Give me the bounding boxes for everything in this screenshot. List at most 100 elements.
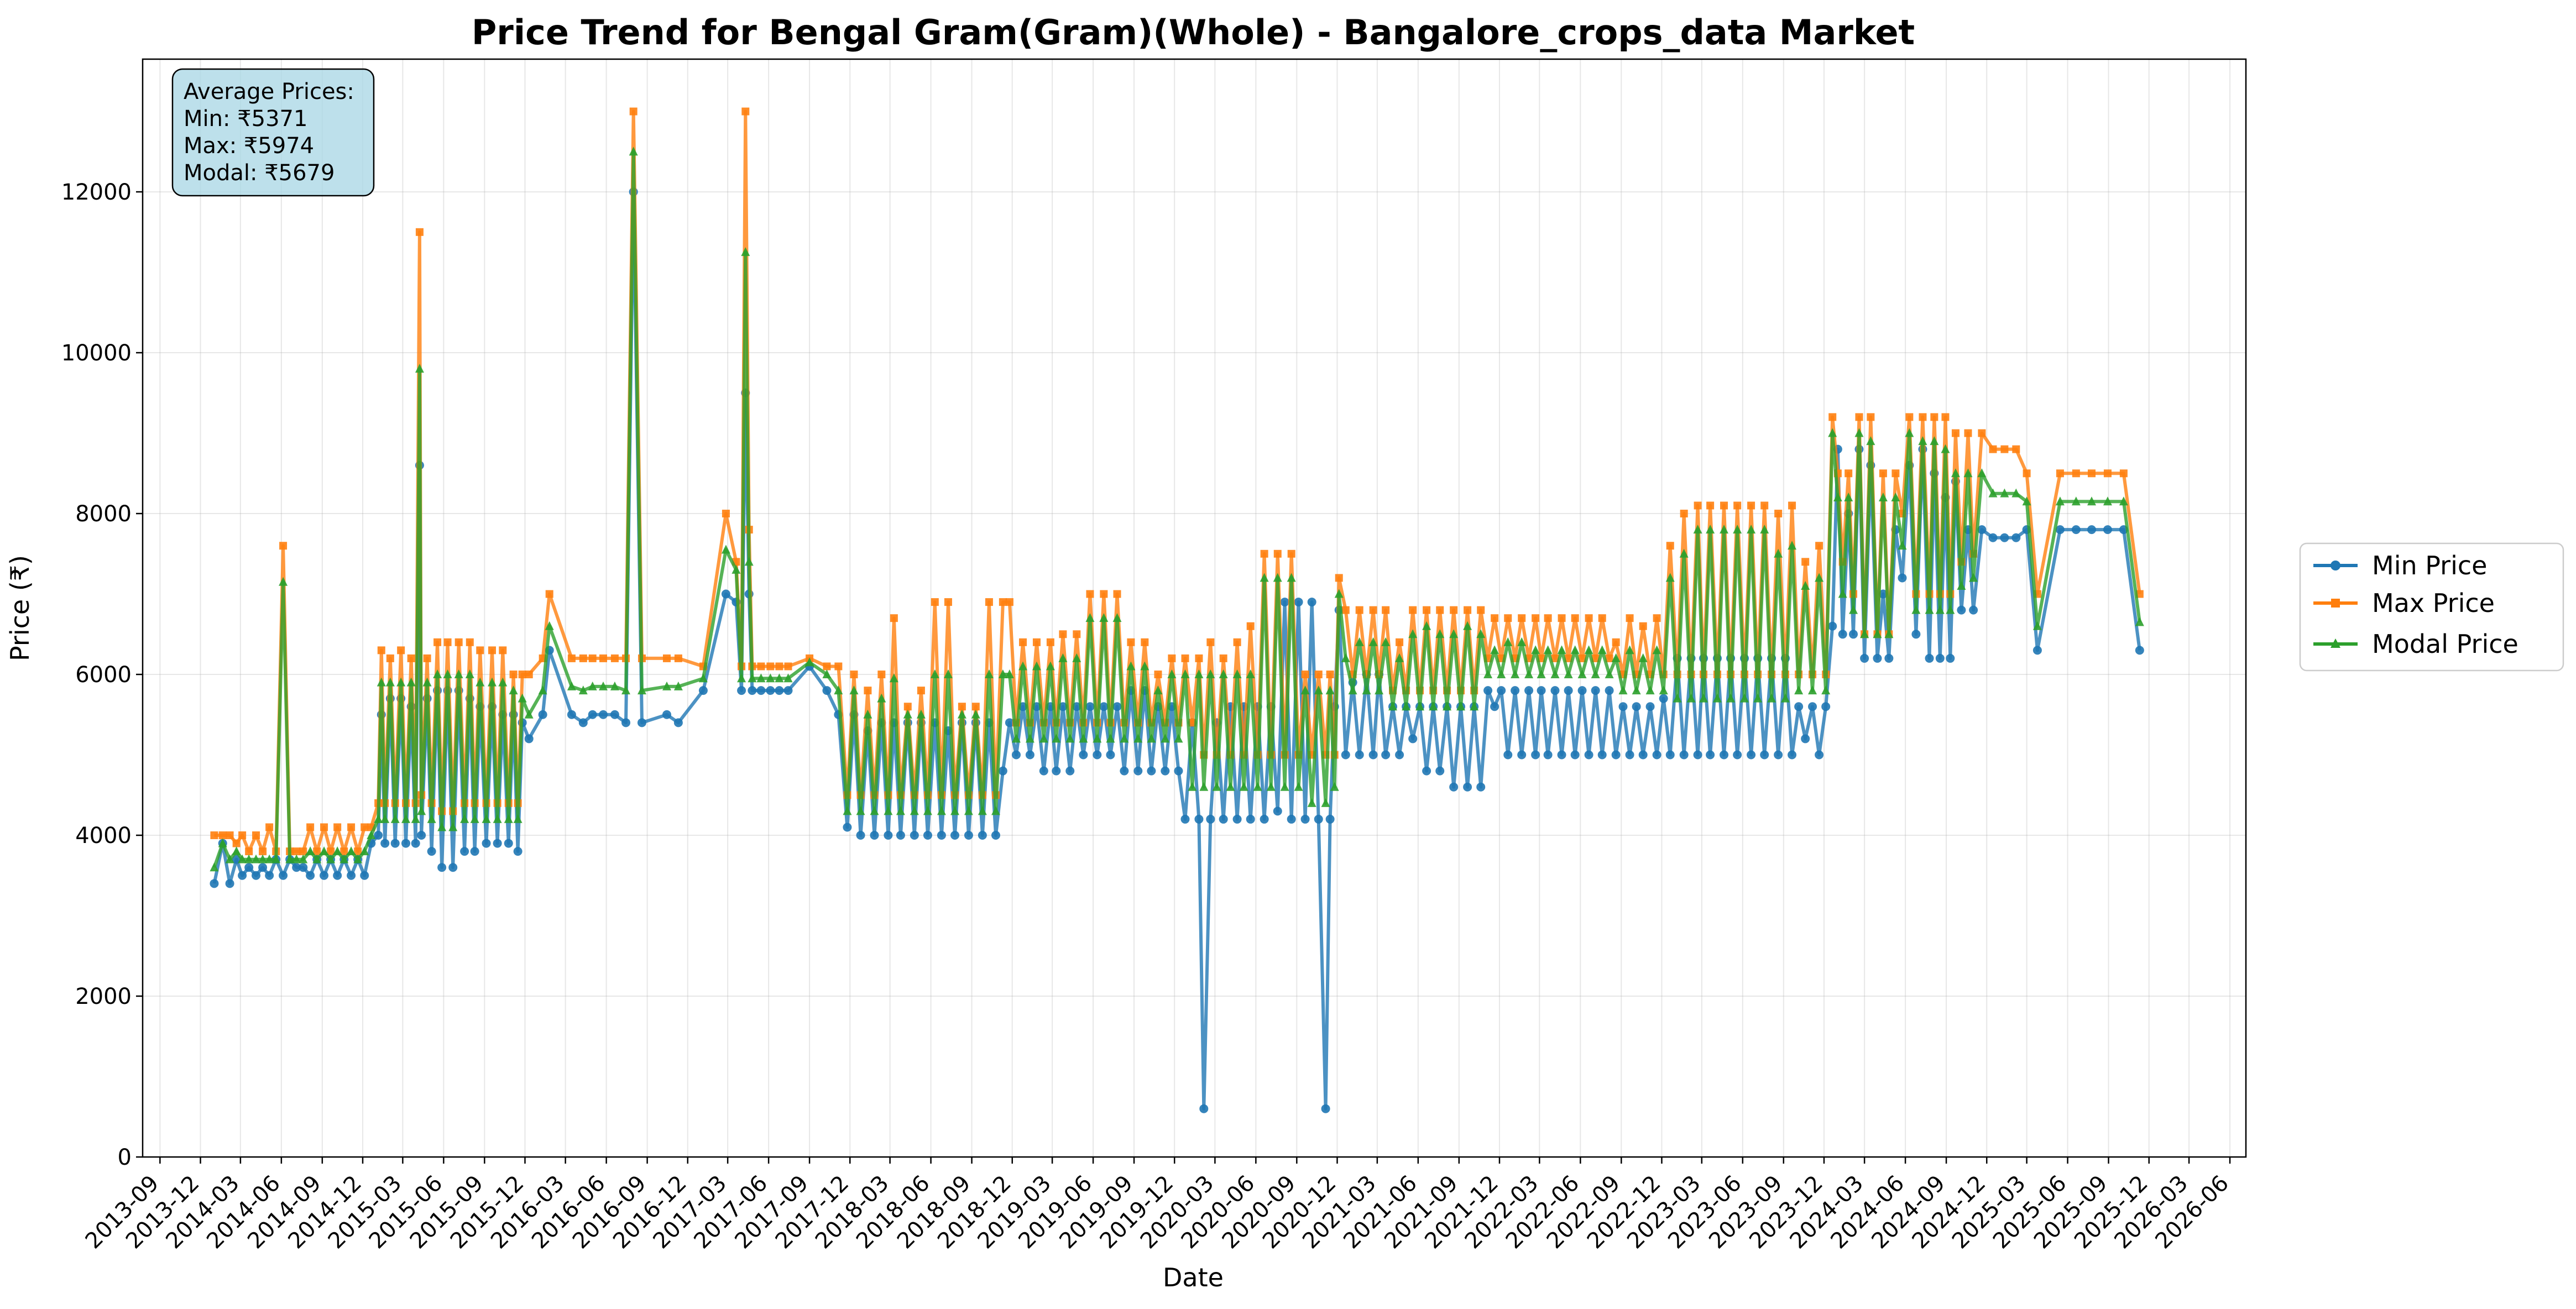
data-point xyxy=(326,854,336,863)
data-point xyxy=(1747,501,1755,510)
data-point xyxy=(2011,533,2021,542)
data-point xyxy=(1260,573,1269,582)
data-point xyxy=(1517,750,1527,760)
data-point xyxy=(917,687,925,695)
data-point xyxy=(1181,654,1189,662)
data-point xyxy=(360,846,369,856)
data-point xyxy=(637,718,646,727)
data-point xyxy=(1456,701,1466,711)
data-point xyxy=(1941,444,1950,453)
data-point xyxy=(454,669,463,679)
data-point xyxy=(279,871,288,880)
data-point xyxy=(1946,605,1955,614)
data-point xyxy=(1355,637,1364,646)
data-point xyxy=(1597,645,1607,654)
data-point xyxy=(1537,686,1546,695)
data-point xyxy=(737,686,746,695)
data-point xyxy=(1977,525,1987,535)
data-point xyxy=(1287,573,1296,582)
data-point xyxy=(465,669,474,679)
data-point xyxy=(390,814,400,823)
data-point xyxy=(493,839,502,848)
data-point xyxy=(380,839,390,848)
data-point xyxy=(1147,734,1156,743)
data-point xyxy=(1194,814,1204,824)
legend-modal-marker xyxy=(2331,638,2340,648)
data-point xyxy=(957,709,966,719)
data-point xyxy=(493,814,502,823)
data-point xyxy=(1524,686,1534,695)
data-point xyxy=(401,814,411,823)
data-point xyxy=(1408,734,1418,743)
data-point xyxy=(1161,734,1170,743)
data-point xyxy=(1794,685,1804,695)
data-point xyxy=(1753,693,1763,703)
data-point xyxy=(417,831,426,840)
data-point xyxy=(588,654,597,662)
data-point xyxy=(1524,669,1534,679)
data-point xyxy=(1720,525,1729,534)
data-point xyxy=(2000,533,2009,542)
data-point xyxy=(1334,589,1344,598)
data-point xyxy=(1884,629,1894,638)
data-point xyxy=(1079,750,1088,760)
data-point xyxy=(1866,436,1875,446)
data-point xyxy=(390,839,400,848)
data-point xyxy=(2022,496,2031,506)
data-point xyxy=(1570,645,1580,654)
data-point xyxy=(1246,669,1255,679)
data-point xyxy=(662,654,671,662)
data-point xyxy=(1253,782,1262,791)
data-point xyxy=(1774,750,1783,760)
data-point xyxy=(279,542,288,550)
data-point xyxy=(1307,798,1316,807)
data-point xyxy=(1557,750,1566,760)
data-point xyxy=(380,814,390,823)
data-point xyxy=(460,847,469,856)
data-point xyxy=(285,854,295,863)
data-point xyxy=(1408,629,1418,638)
data-point xyxy=(1873,653,1882,663)
data-point xyxy=(1919,413,1927,421)
data-point xyxy=(741,107,750,116)
data-point xyxy=(1680,510,1688,518)
data-point xyxy=(354,847,362,856)
data-point xyxy=(1032,638,1041,646)
data-point xyxy=(443,638,452,646)
data-point xyxy=(1168,654,1176,662)
data-point xyxy=(931,598,939,606)
data-point xyxy=(1611,653,1621,662)
data-point xyxy=(518,693,527,703)
data-point xyxy=(1891,492,1900,501)
y-tick-label: 8000 xyxy=(75,501,132,527)
data-point xyxy=(1188,782,1197,791)
data-point xyxy=(225,854,234,863)
legend-frame xyxy=(2299,542,2564,672)
data-point xyxy=(245,847,253,856)
data-point xyxy=(1395,750,1404,760)
data-point xyxy=(673,681,683,690)
data-point xyxy=(1422,621,1431,630)
y-tick-label: 10000 xyxy=(61,341,132,366)
data-point xyxy=(1140,661,1149,671)
data-point xyxy=(210,831,218,840)
data-point xyxy=(849,685,859,695)
data-point xyxy=(1577,669,1587,679)
data-point xyxy=(1180,669,1190,679)
data-point xyxy=(306,823,315,831)
data-point xyxy=(1694,501,1702,510)
data-point xyxy=(1957,580,1966,590)
data-point xyxy=(1951,429,1960,437)
data-point xyxy=(1106,750,1115,760)
data-point xyxy=(397,646,405,654)
data-point xyxy=(1733,750,1742,760)
data-point xyxy=(2103,496,2112,506)
data-point xyxy=(374,814,383,823)
data-point xyxy=(1833,492,1842,501)
data-point xyxy=(843,806,852,815)
data-point xyxy=(1099,702,1109,711)
data-point xyxy=(1120,734,1129,743)
data-point xyxy=(488,646,496,654)
data-point xyxy=(1206,669,1215,679)
data-point xyxy=(1639,622,1647,630)
